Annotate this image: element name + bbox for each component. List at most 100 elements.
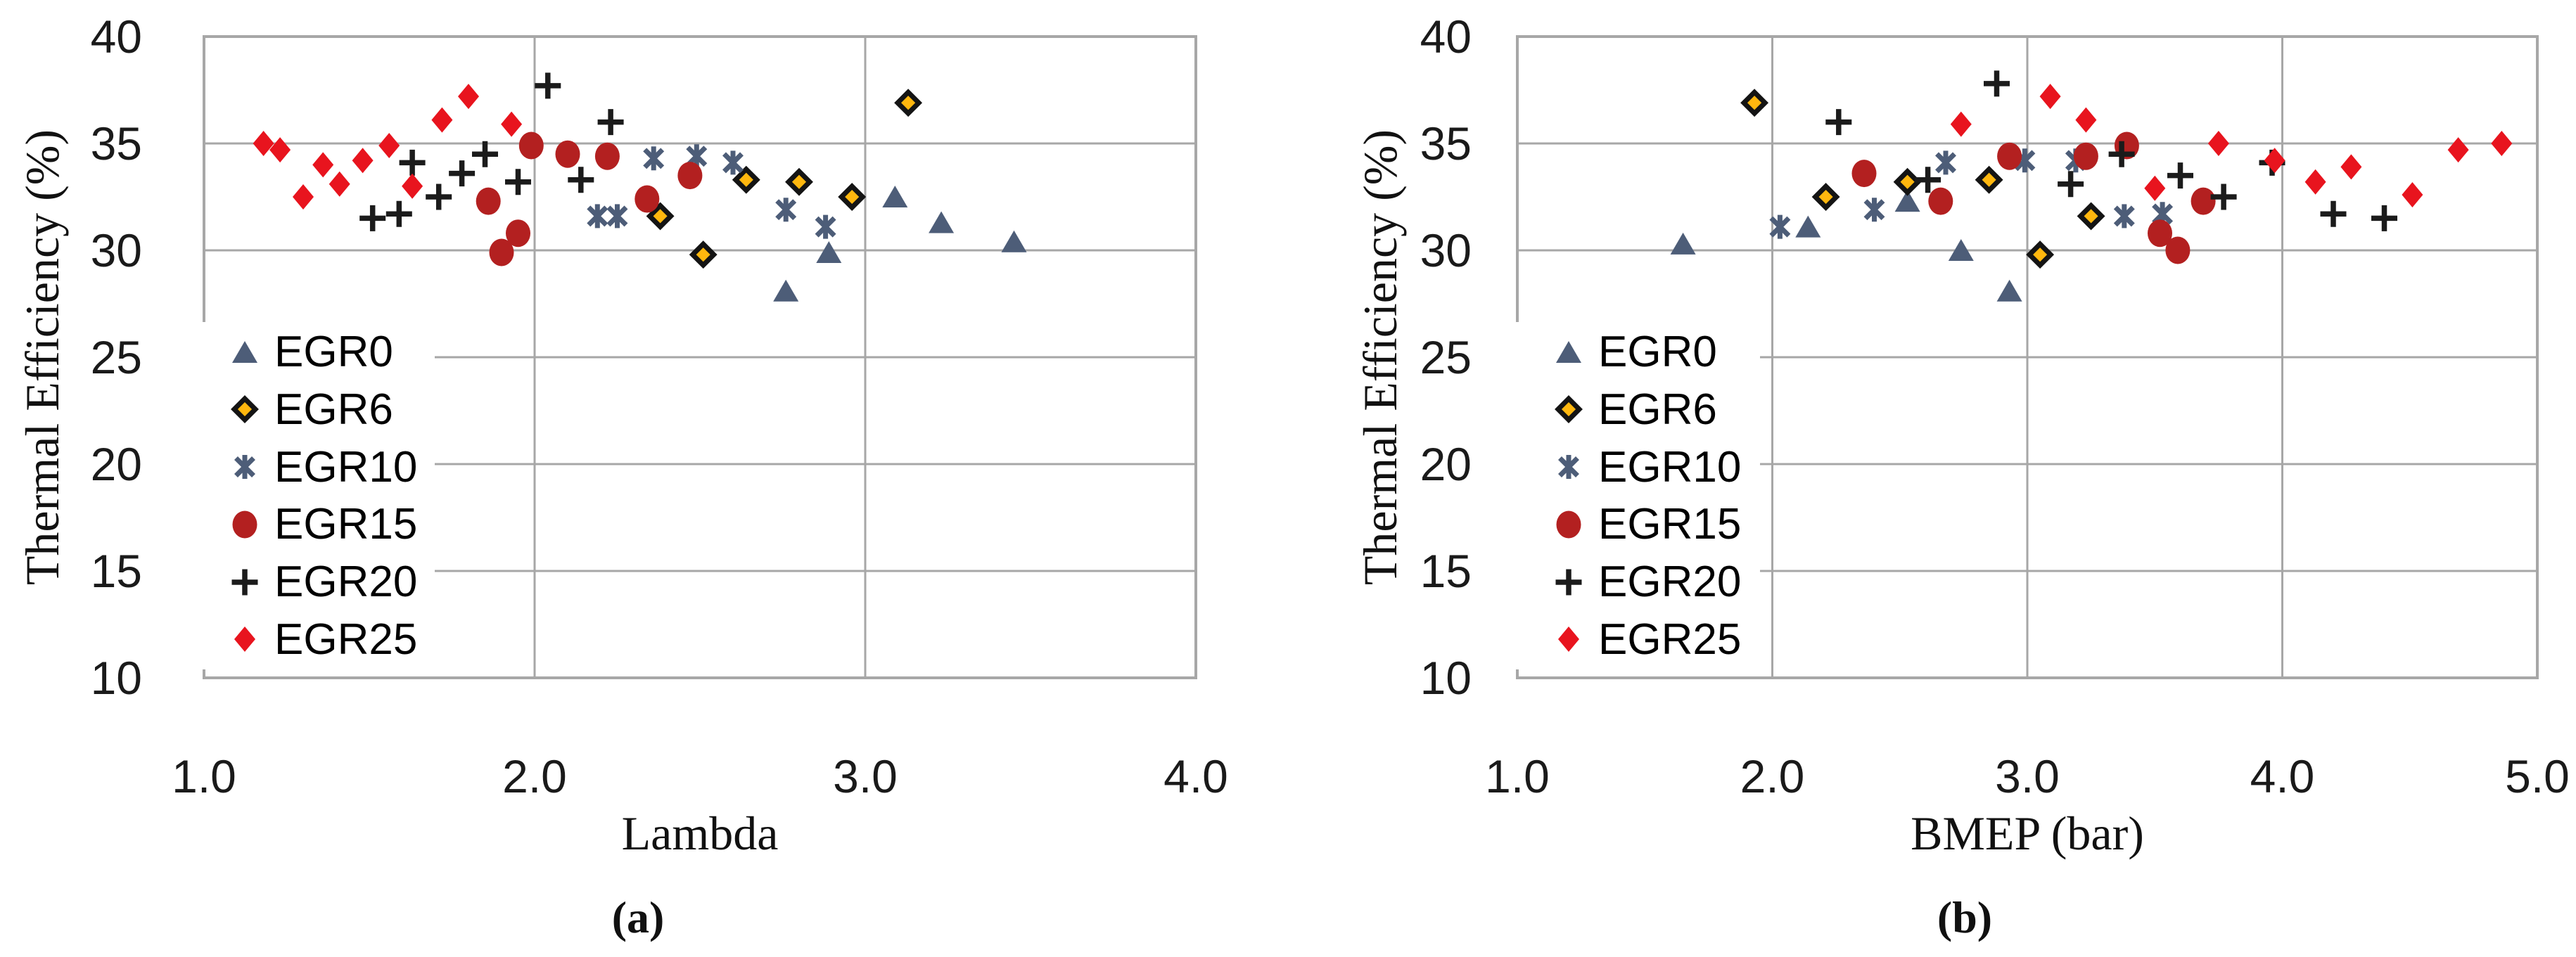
marker-egr10 xyxy=(2113,204,2135,229)
marker-egr15 xyxy=(1851,160,1877,188)
marker-egr25 xyxy=(2144,175,2166,201)
marker-egr0 xyxy=(1670,232,1696,255)
marker-egr15 xyxy=(2165,236,2191,264)
marker-egr15 xyxy=(2148,219,2172,248)
marker-egr20 xyxy=(359,205,386,231)
series-egr15-(a) xyxy=(476,131,703,266)
legend-label: EGR15 xyxy=(1598,500,1742,549)
x-tick-label: 5.0 xyxy=(2505,750,2570,802)
marker-egr6 xyxy=(894,89,923,117)
marker-egr0 xyxy=(1795,215,1821,238)
legend-item-egr0: EGR0 xyxy=(1514,323,1760,380)
x-tick-label: 3.0 xyxy=(1995,750,2060,802)
plus-icon xyxy=(1548,563,1590,602)
legend-label: EGR15 xyxy=(274,500,418,549)
series-egr25-(a) xyxy=(253,84,523,210)
marker-egr25 xyxy=(312,152,334,178)
legend-a: EGR0 EGR6 EGR10 EGR15 EGR20 EGR25 xyxy=(189,322,435,669)
legend-item-egr6: EGR6 xyxy=(189,381,435,438)
legend-label: EGR25 xyxy=(274,615,418,664)
y-tick-label: 35 xyxy=(90,117,142,169)
marker-egr0 xyxy=(816,241,842,263)
y-tick-label: 10 xyxy=(1420,652,1472,704)
legend-item-egr20: EGR20 xyxy=(1514,553,1760,610)
marker-egr25 xyxy=(2447,137,2469,163)
marker-egr15 xyxy=(594,142,620,170)
asterisk-icon xyxy=(224,447,266,487)
series-egr6-(a) xyxy=(646,89,923,269)
series-egr10-(a) xyxy=(587,144,836,239)
y-tick-label: 30 xyxy=(1420,224,1472,276)
x-tick-label: 2.0 xyxy=(1740,750,1805,802)
marker-egr10 xyxy=(775,198,797,222)
y-tick-label: 30 xyxy=(90,224,142,276)
circle-icon xyxy=(224,505,266,544)
marker-egr6 xyxy=(785,167,813,196)
legend-item-egr10: EGR10 xyxy=(1514,439,1760,496)
triangle-icon xyxy=(1548,333,1590,372)
marker-egr25 xyxy=(352,148,374,174)
marker-egr10 xyxy=(815,214,836,239)
legend-item-egr25: EGR25 xyxy=(189,611,435,668)
marker-egr15 xyxy=(635,185,660,213)
marker-egr25 xyxy=(293,184,314,210)
marker-egr6 xyxy=(1811,183,1840,211)
y-tick-label: 10 xyxy=(90,652,142,704)
marker-egr20 xyxy=(2108,141,2135,167)
caption-a: (a) xyxy=(611,892,665,942)
marker-egr20 xyxy=(2320,200,2347,227)
marker-egr25 xyxy=(269,137,291,163)
marker-egr0 xyxy=(1948,239,1974,261)
caption-b: (b) xyxy=(1937,892,1993,942)
plus-icon xyxy=(224,563,266,602)
marker-egr6 xyxy=(1975,165,2003,194)
legend-item-egr15: EGR15 xyxy=(1514,496,1760,553)
marker-egr20 xyxy=(449,160,476,187)
x-axis-title-b: BMEP (bar) xyxy=(1911,807,2144,860)
marker-egr15 xyxy=(518,131,544,160)
marker-egr6 xyxy=(838,183,867,211)
triangle-icon xyxy=(224,333,266,372)
marker-egr20 xyxy=(426,184,452,210)
marker-egr25 xyxy=(458,84,479,110)
marker-egr10 xyxy=(1769,214,1791,239)
marker-egr25 xyxy=(2491,131,2513,156)
marker-egr6 xyxy=(2077,202,2105,231)
marker-egr10 xyxy=(1935,150,1956,175)
marker-egr10 xyxy=(643,146,665,171)
marker-egr0 xyxy=(1894,190,1920,212)
marker-egr25 xyxy=(2264,148,2285,174)
circle-icon xyxy=(1548,505,1590,544)
marker-egr15 xyxy=(2191,187,2216,215)
marker-egr15 xyxy=(506,219,530,248)
marker-egr25 xyxy=(2340,154,2362,180)
marker-egr25 xyxy=(2207,131,2229,156)
legend-item-egr25: EGR25 xyxy=(1514,611,1760,668)
y-tick-label: 15 xyxy=(90,545,142,597)
legend-label: EGR10 xyxy=(1598,442,1742,492)
y-tick-label: 15 xyxy=(1420,545,1472,597)
marker-egr0 xyxy=(882,186,908,207)
marker-egr25 xyxy=(2075,107,2097,133)
legend-label: EGR25 xyxy=(1598,615,1742,664)
legend-label: EGR10 xyxy=(274,442,418,492)
series-egr6-(b) xyxy=(1740,89,2105,269)
series-egr10-(b) xyxy=(1769,148,2174,239)
marker-egr20 xyxy=(385,200,412,227)
marker-egr6 xyxy=(732,165,760,194)
marker-egr0 xyxy=(1001,230,1027,252)
marker-egr10 xyxy=(606,204,628,229)
y-tick-label: 40 xyxy=(90,11,142,63)
x-tick-label: 4.0 xyxy=(2250,750,2315,802)
marker-egr25 xyxy=(378,133,400,158)
marker-egr25 xyxy=(2304,169,2326,195)
diamond-outlined-icon xyxy=(224,390,266,429)
marker-egr20 xyxy=(1915,167,1941,193)
legend-label: EGR0 xyxy=(274,328,393,376)
marker-egr25 xyxy=(2039,84,2061,110)
legend-item-egr20: EGR20 xyxy=(189,553,435,610)
diamond-icon xyxy=(1548,619,1590,659)
y-tick-label: 25 xyxy=(1420,331,1472,383)
marker-egr20 xyxy=(535,72,561,99)
marker-egr15 xyxy=(1997,142,2022,170)
